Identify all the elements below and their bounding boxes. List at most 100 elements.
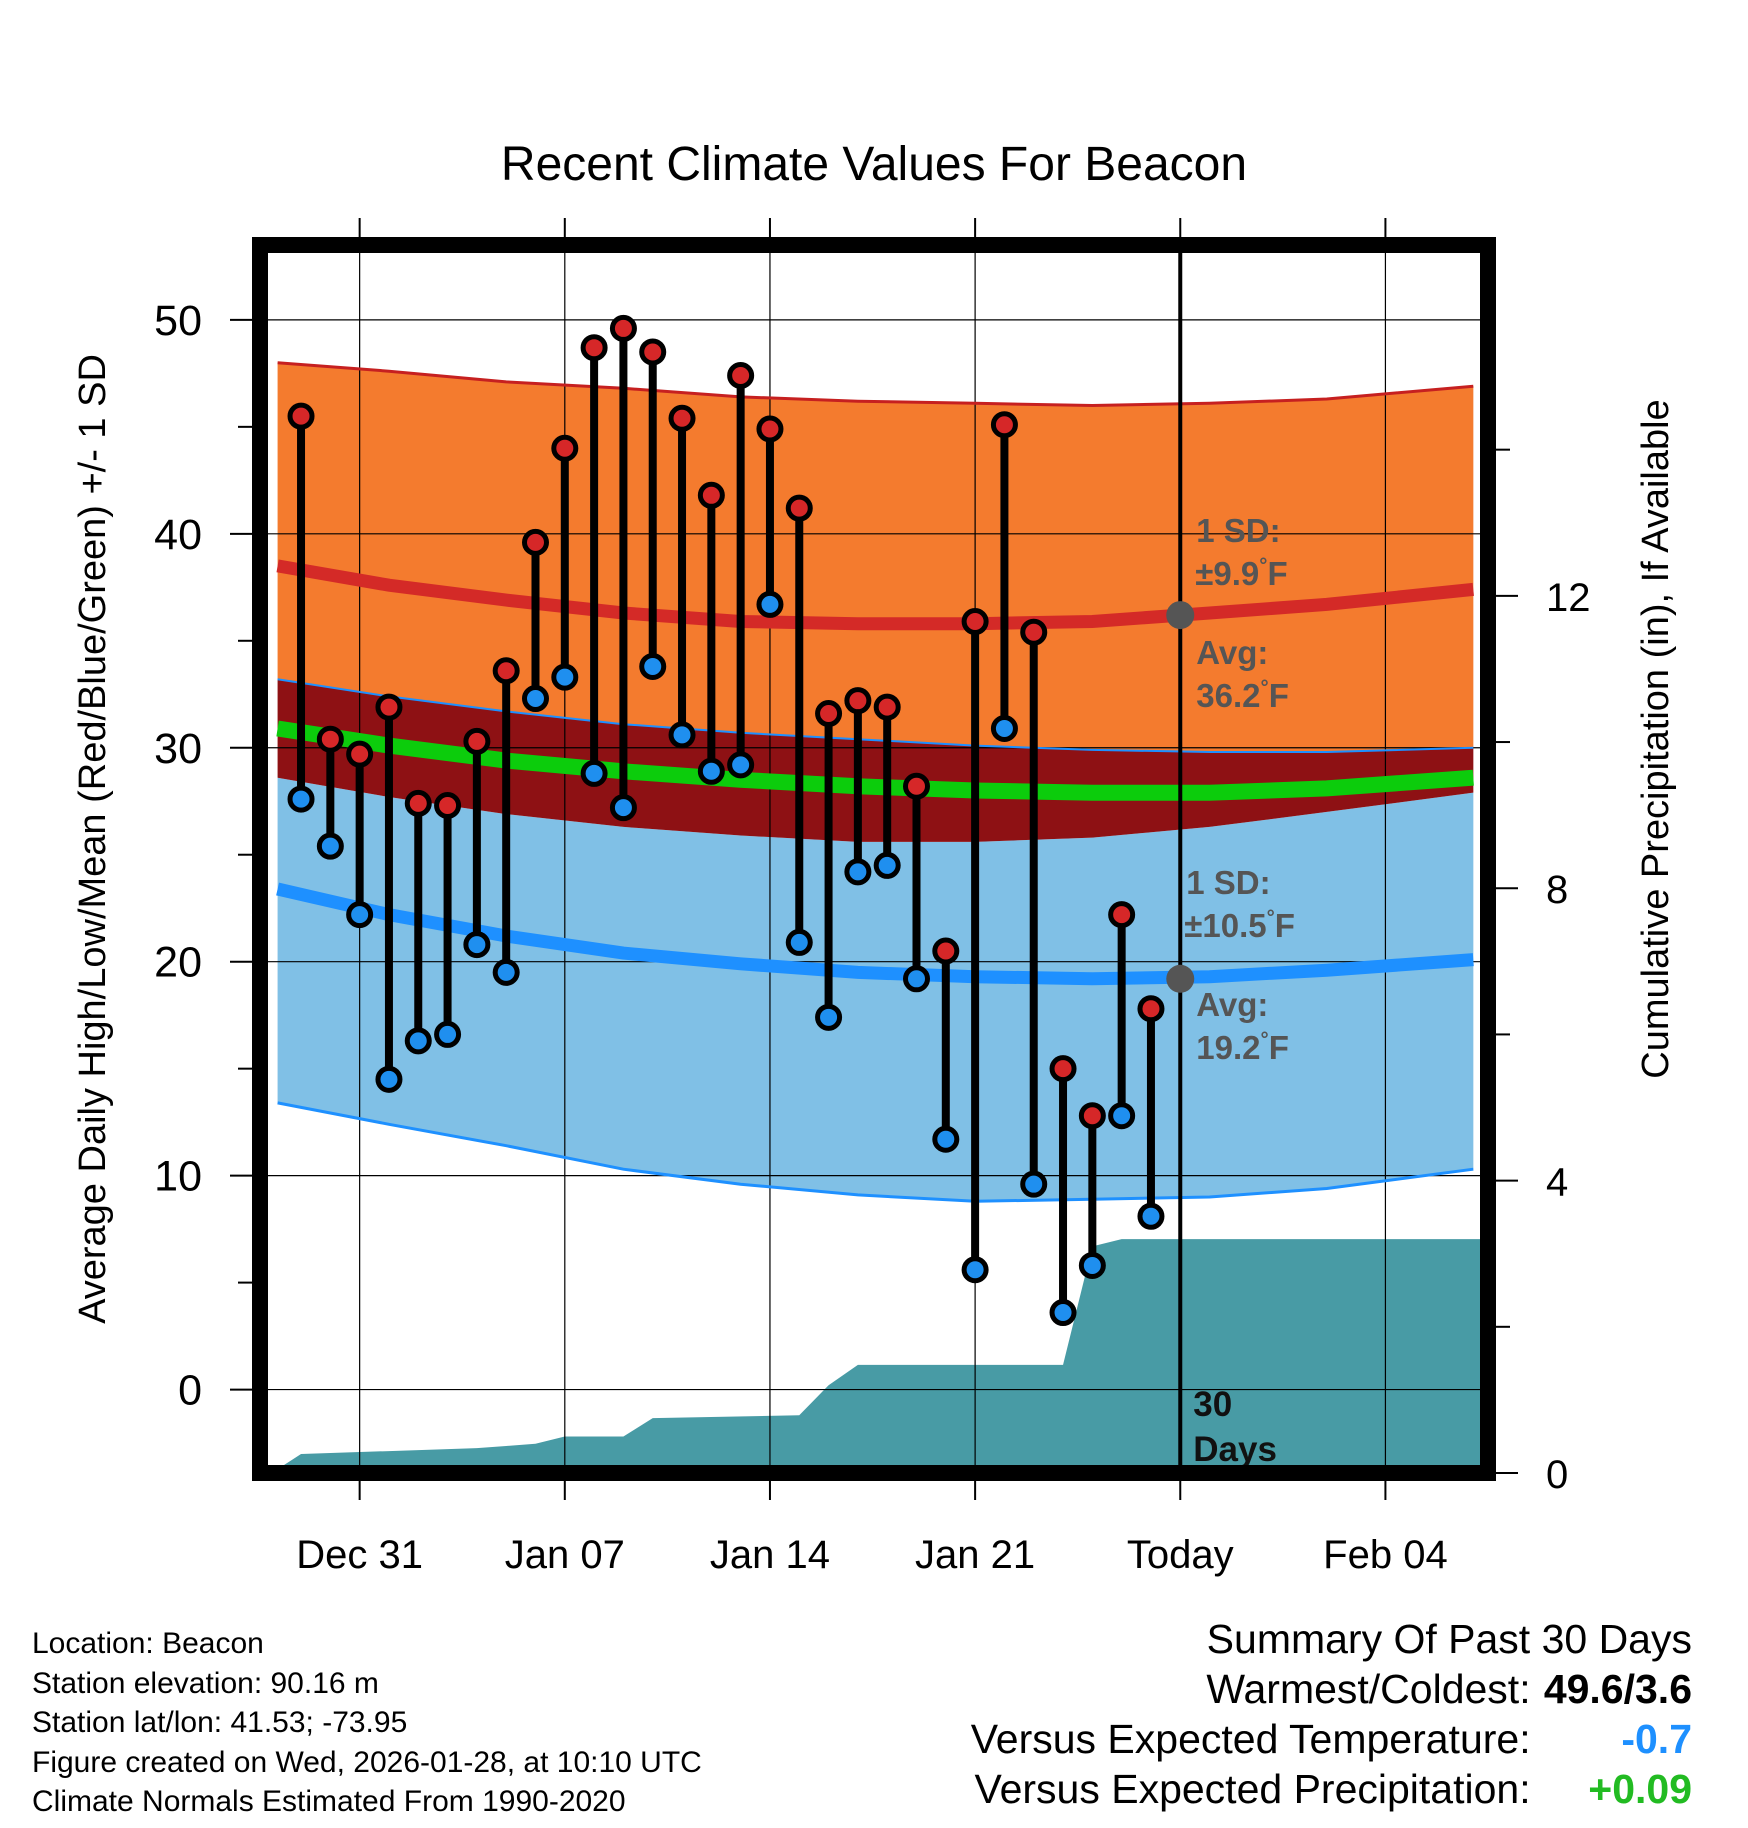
daily-high-point [551, 434, 579, 462]
low-avg-label: Avg: [1196, 986, 1268, 1023]
daily-high-point [404, 789, 432, 817]
temp-value: -0.7 [1621, 1716, 1692, 1762]
y-tick-label: 10 [154, 1153, 202, 1201]
precipitation-area [271, 1239, 1488, 1473]
daily-low-point [727, 751, 755, 779]
daily-low-point [1108, 1102, 1136, 1130]
daily-high-point [1137, 995, 1165, 1023]
daily-high-point [727, 362, 755, 390]
daily-low-point [551, 663, 579, 691]
precip-value: +0.09 [1588, 1766, 1692, 1812]
daily-high-point [1049, 1055, 1077, 1083]
axes: Dec 31 Jan 07 Jan 14 Jan 21 Today Feb 04 0 10 20… [72, 218, 1677, 1600]
precip-row: Versus Expected Precipitation: +0.09 [971, 1764, 1693, 1814]
daily-high-point [902, 772, 930, 800]
daily-low-point [521, 685, 549, 713]
daily-high-point [785, 494, 813, 522]
y-tick-label: 0 [178, 1367, 202, 1415]
temp-label: Versus Expected Temperature: [970, 1716, 1531, 1762]
y-tick-label: 50 [154, 297, 202, 345]
daily-low-point [287, 785, 315, 813]
y2-tick-label: 12 [1546, 576, 1591, 620]
daily-low-point [316, 832, 344, 860]
x-axis-label: Day [838, 1598, 909, 1600]
annotations: 1 SD: ±9.9°F Avg: 36.2°F 1 SD: ±10.5°F Avg: 19.… [1166, 245, 1295, 1473]
precip-area [271, 1239, 1488, 1473]
y-axis-label: Average Daily High/Low/Mean (Red/Blue/Gr… [72, 354, 114, 1324]
daily-low-point [1020, 1170, 1048, 1198]
daily-low-point [961, 1256, 989, 1284]
daily-high-point [756, 415, 784, 443]
high-sd-band [277, 362, 1474, 753]
window-days-label: Days [1193, 1430, 1277, 1469]
y-tick-label: 30 [154, 725, 202, 773]
daily-high-point [521, 528, 549, 556]
climate-chart: 1 SD: ±9.9°F Avg: 36.2°F 1 SD: ±10.5°F Avg: 19.… [72, 138, 1677, 1600]
daily-high-point [932, 937, 960, 965]
daily-low-point [815, 1003, 843, 1031]
y2-tick-label: 0 [1546, 1453, 1568, 1497]
daily-high-point [346, 740, 374, 768]
high-sd-label: 1 SD: [1196, 512, 1280, 549]
high-sd-upper-line [277, 361, 1474, 408]
y-tick-label: 20 [154, 939, 202, 987]
normals-text: Climate Normals Estimated From 1990-2020 [32, 1785, 626, 1818]
daily-low-point [639, 652, 667, 680]
high-avg-marker [1166, 601, 1195, 630]
daily-high-point [1078, 1102, 1106, 1130]
summary-title: Summary Of Past 30 Days [1206, 1616, 1692, 1662]
y-tick-label: 40 [154, 511, 202, 559]
latlon-text: Station lat/lon: 41.53; -73.95 [32, 1706, 408, 1739]
low-avg-value: 19.2°F [1196, 1028, 1289, 1066]
daily-low-point [844, 858, 872, 886]
normal-low-line [276, 882, 1474, 986]
daily-low-point [785, 928, 813, 956]
normal-high-line [276, 559, 1474, 631]
daily-high-point [697, 481, 725, 509]
x-tick-label: Jan 14 [710, 1533, 830, 1577]
daily-low-point [434, 1020, 462, 1048]
y2-axis-label: Cumulative Precipitation (in), If Availa… [1635, 399, 1677, 1078]
daily-high-point [815, 700, 843, 728]
summary-panel: Summary Of Past 30 Days Warmest/Coldest:… [971, 1614, 1692, 1814]
daily-low-point [492, 958, 520, 986]
daily-low-point [1137, 1202, 1165, 1230]
created-text: Figure created on Wed, 2026-01-28, at 10… [32, 1745, 702, 1779]
x-tick-label: Today [1127, 1533, 1234, 1577]
high-sd-value: ±9.9°F [1195, 554, 1287, 592]
warmest-label: Warmest/Coldest: [1206, 1666, 1531, 1712]
low-sd-label: 1 SD: [1186, 864, 1270, 901]
daily-low-point [756, 590, 784, 618]
daily-low-point [1049, 1299, 1077, 1327]
x-tick-label: Jan 21 [915, 1533, 1035, 1577]
y2-tick-label: 4 [1546, 1161, 1568, 1205]
daily-low-point [404, 1027, 432, 1055]
normal-bands [277, 362, 1474, 1202]
daily-high-point [492, 657, 520, 685]
precip-label: Versus Expected Precipitation: [974, 1766, 1531, 1812]
daily-low-point [668, 721, 696, 749]
daily-low-point [580, 759, 608, 787]
window-days-number: 30 [1193, 1385, 1232, 1424]
daily-low-point [346, 901, 374, 929]
daily-low-point [990, 714, 1018, 742]
high-avg-label: Avg: [1196, 634, 1268, 671]
daily-high-point [961, 608, 989, 636]
daily-high-point [990, 411, 1018, 439]
warmest-row: Warmest/Coldest: 49.6/3.6 [971, 1664, 1692, 1714]
location-text: Location: Beacon [32, 1627, 264, 1660]
daily-high-point [844, 687, 872, 715]
x-tick-label: Jan 07 [505, 1533, 625, 1577]
daily-high-point [316, 725, 344, 753]
y2-tick-label: 8 [1546, 868, 1568, 912]
daily-low-point [873, 851, 901, 879]
daily-low-point [375, 1065, 403, 1093]
daily-high-point [434, 792, 462, 820]
daily-high-point [580, 334, 608, 362]
daily-low-point [463, 931, 491, 959]
low-sd-lower-line [277, 1101, 1474, 1203]
daily-high-point [463, 727, 491, 755]
daily-high-point [1108, 901, 1136, 929]
daily-high-point [668, 404, 696, 432]
daily-low-point [1078, 1251, 1106, 1279]
